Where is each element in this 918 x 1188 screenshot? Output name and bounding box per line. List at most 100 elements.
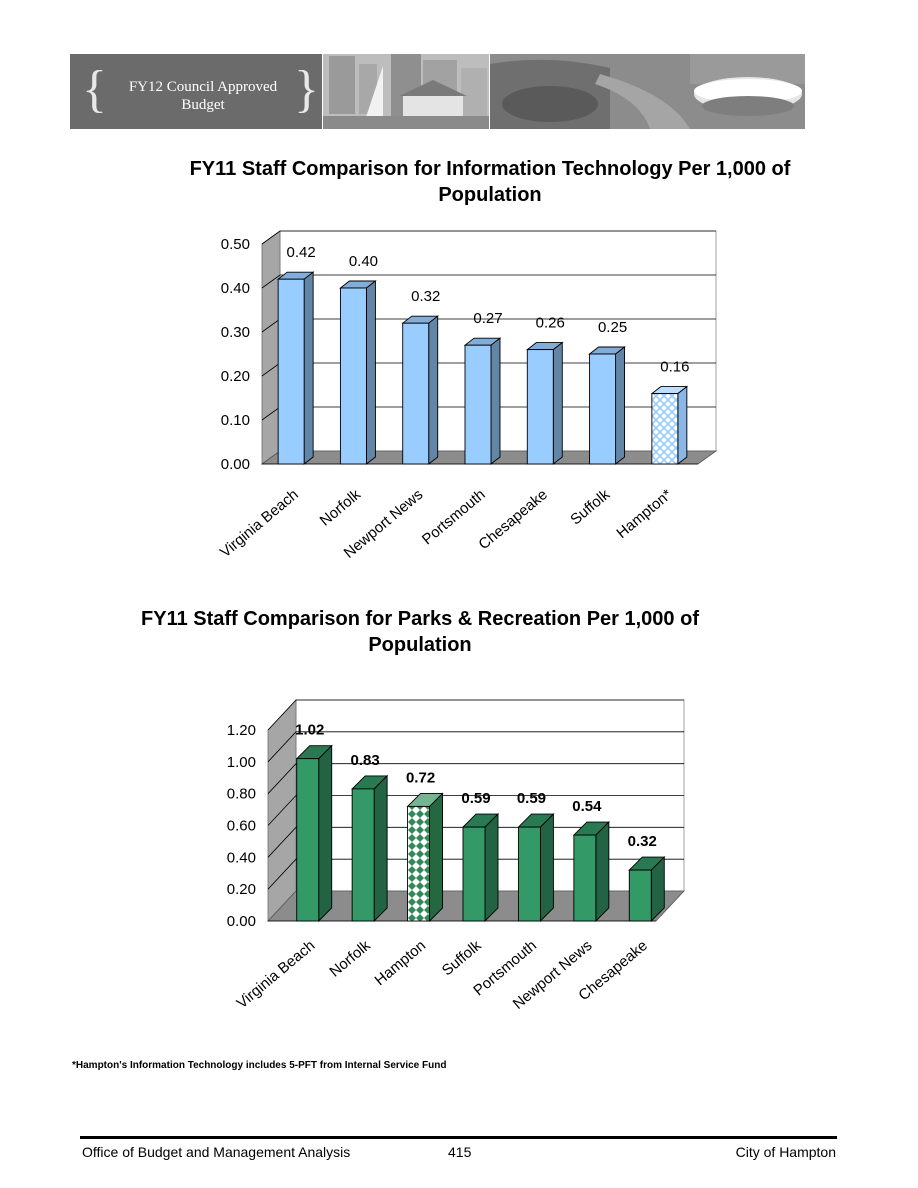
gridline [261,230,716,245]
data-label: 0.25 [598,319,627,336]
plot-side-wall [261,230,281,465]
bar-front [517,826,541,922]
gridline [267,763,684,794]
bar-side [365,280,376,465]
bar-front [526,349,554,465]
bar-side [318,744,333,923]
bar [339,280,377,465]
bar [525,341,564,465]
bar-side [539,813,554,923]
footer-city: City of Hampton [735,1144,836,1160]
bar-side [373,774,388,923]
footer-department: Office of Budget and Management Analysis [82,1144,351,1160]
x-tick-label: Norfolk [326,937,374,981]
bar-front [628,869,652,922]
x-tick-label: Suffolk [567,486,613,529]
y-tick-label: 0.80 [227,786,256,803]
x-tick-label: Hampton [372,937,430,989]
x-tick-label: Chesapeake [475,486,550,553]
gridline [267,826,684,858]
x-tick-label: Suffolk [439,937,485,980]
y-tick-label: 0.40 [221,280,250,297]
bar-side [428,315,439,465]
chart-title: FY11 Staff Comparison for Parks & Recrea… [141,608,699,656]
y-tick-label: 0.50 [221,236,250,253]
bar-front [277,278,305,465]
y-tick-label: 0.10 [221,412,250,429]
bar-front [407,805,431,922]
data-label: 0.32 [411,288,440,305]
parks-recreation-chart: 0.00 0.20 0.40 0.60 0.80 1.00 1.20 1.02 Virginia… [227,698,685,1013]
bar-front [296,758,320,922]
gridline [267,699,684,731]
x-tick-label: Virginia Beach [217,486,302,561]
bar-side [677,385,688,465]
bar-side [484,813,499,923]
bar [628,855,666,923]
data-label: 0.59 [461,790,490,807]
page-number: 415 [448,1144,472,1160]
bar [461,813,500,923]
gridline [267,731,684,763]
bar-side [490,337,501,465]
bar [463,337,502,465]
gridline [261,274,716,289]
waterfront-photo [323,54,489,129]
x-tick-label: Virginia Beach [233,937,318,1012]
y-tick-label: 0.40 [227,849,256,866]
data-label: 0.72 [406,769,435,786]
banner-title-box: { FY12 Council Approved Budget } [70,54,322,129]
budget-banner: { FY12 Council Approved Budget } [70,54,805,129]
bar-front [589,353,617,465]
banner-title: FY12 Council Approved Budget [128,79,278,113]
y-tick-label: 1.00 [227,754,256,771]
y-tick-label: 0.00 [221,456,250,473]
data-label: 0.27 [473,310,502,327]
chart-title: FY11 Staff Comparison for Information Te… [189,158,791,206]
arena-aerial-photo [490,54,805,129]
bar-side [429,792,444,923]
gridline [267,795,684,826]
bar-side [303,271,314,465]
bar [572,820,610,923]
bar [406,792,444,923]
data-label: 0.54 [572,798,602,815]
y-tick-label: 0.60 [227,818,256,835]
footnote: *Hampton's Information Technology includ… [72,1060,447,1071]
data-label: 0.59 [517,790,546,807]
data-label: 0.26 [536,315,565,332]
bar [650,385,689,465]
bar [276,271,315,465]
bar-side [615,346,626,465]
bar-front [351,788,375,922]
x-tick-label: Norfolk [317,486,365,530]
data-label: 1.02 [295,722,324,739]
bar [401,315,440,465]
y-tick-label: 0.20 [221,368,250,385]
bar-front [339,287,367,465]
data-label: 0.40 [349,253,378,270]
information-technology-chart: 0.00 0.10 0.20 0.30 0.40 0.50 0.42 Virginia Bea… [217,230,718,562]
bar [351,774,389,923]
bar-side [595,820,610,923]
bar-front [573,834,597,922]
left-brace-glyph: { [82,61,107,118]
bar-front [464,344,492,465]
bar-side [552,341,563,465]
right-brace-glyph: } [294,61,319,118]
bar [517,813,555,923]
data-label: 0.32 [628,833,657,850]
data-label: 0.42 [287,244,316,261]
bar-front [402,322,430,465]
data-label: 0.83 [351,752,380,769]
y-tick-label: 0.20 [227,881,256,898]
y-tick-label: 1.20 [227,722,256,739]
footer-rule [80,1136,837,1139]
bar-front [651,393,679,465]
x-tick-label: Hampton* [613,486,675,542]
y-tick-label: 0.30 [221,324,250,341]
bar [295,744,333,923]
gridline [267,858,684,890]
bar-front [462,826,486,922]
bar [588,346,626,465]
